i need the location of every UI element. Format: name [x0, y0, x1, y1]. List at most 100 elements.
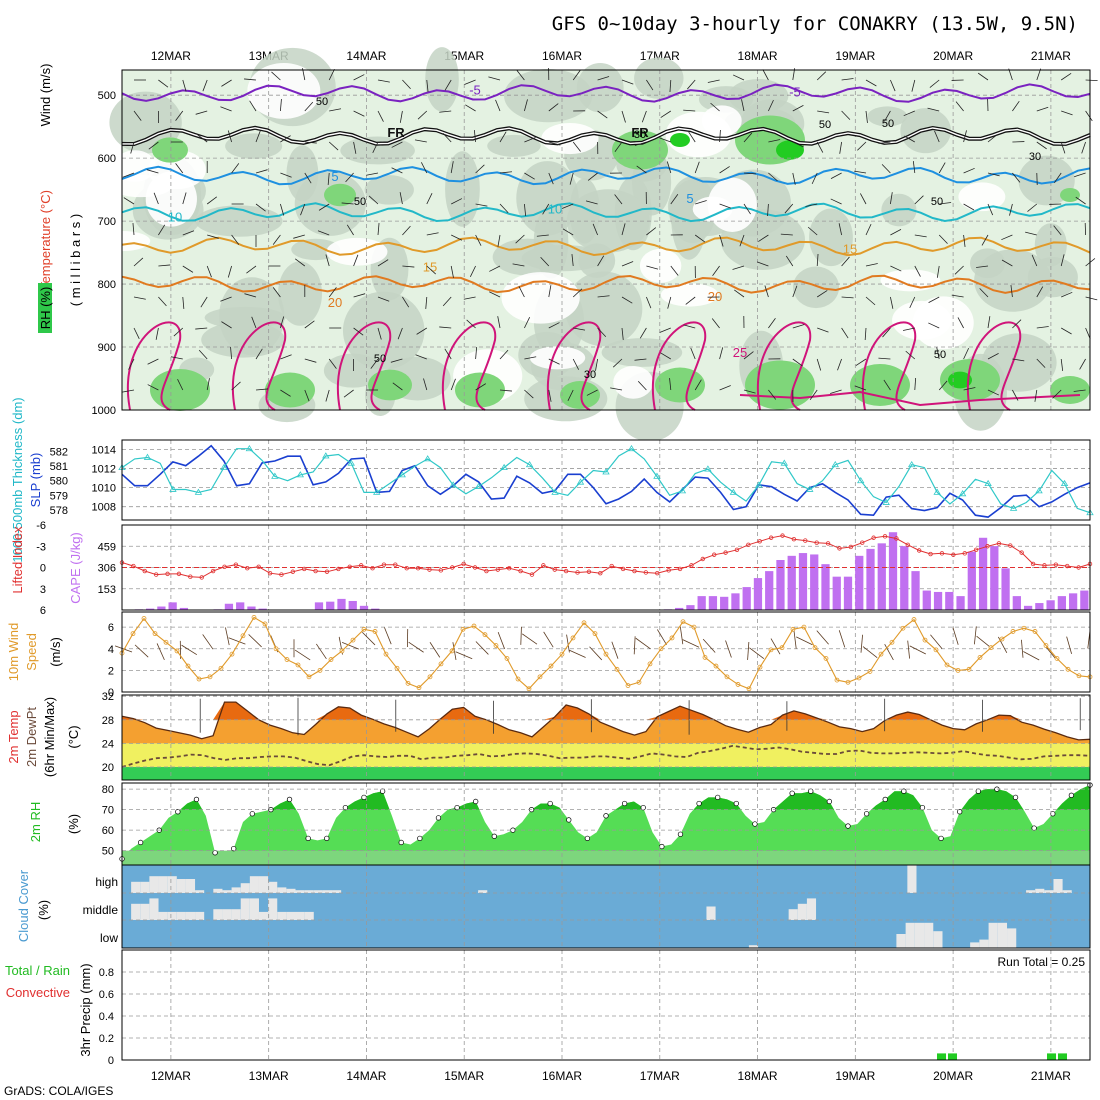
isotherm-25-loop [442, 321, 497, 411]
cape-bar [742, 587, 751, 610]
thickness-point [322, 452, 330, 459]
cape-axis-label: CAPE (J/kg) [68, 532, 83, 604]
cape-bar [1046, 600, 1055, 610]
wind-barb [455, 651, 473, 660]
wind-barb [425, 296, 428, 309]
wind-barb [417, 110, 428, 120]
rh-point [566, 817, 572, 823]
cloud-middle-bar [149, 898, 159, 920]
cloud-middle-bar [140, 903, 150, 920]
wind-barb [175, 110, 184, 121]
wind-barb [952, 627, 959, 645]
wind-barb [156, 643, 165, 661]
rh2m-panel: 50 60 70 80 2m RH (%) [28, 782, 1093, 866]
wind-tick-label: 6 [108, 622, 114, 634]
wind-barb [688, 131, 696, 143]
cloud-middle-bar [268, 898, 278, 920]
isotherm-label: 5 [331, 169, 338, 184]
wind-barb [987, 134, 998, 143]
cloud-high-bar [907, 865, 917, 893]
wind-barb [304, 389, 310, 402]
wind-barb [1012, 389, 1019, 401]
wind-barb [255, 203, 266, 212]
wind-barb [227, 130, 232, 143]
wind-barb [857, 141, 867, 151]
wind-barb [377, 223, 380, 236]
cloud-low-bar [896, 934, 906, 948]
wind-barb [747, 641, 750, 660]
thickness-point [525, 460, 534, 468]
wind-barb [612, 358, 623, 368]
isotherm-label: 20 [328, 295, 342, 310]
rh-point [435, 815, 442, 821]
wind-barb [670, 194, 679, 205]
wind-barb [524, 203, 527, 216]
wind-barb [749, 647, 765, 659]
wind-barb [499, 389, 512, 392]
wind-barb [878, 141, 891, 144]
cloud-high-bar [295, 890, 305, 893]
cloud-middle-bar [286, 911, 296, 920]
rh-contour-region [219, 277, 285, 356]
wind-barb [987, 172, 1000, 177]
wind-barb [133, 257, 144, 267]
wind-barb [1001, 234, 1013, 241]
wind-barb [182, 265, 194, 273]
wind-barb [597, 76, 610, 81]
isotherm-25-loop [757, 321, 812, 411]
pressure-tick-label: 700 [98, 216, 116, 228]
rh-point [826, 798, 833, 805]
li-axis-label: Lifted Index [10, 526, 25, 594]
isotherm-25-loop [232, 321, 287, 411]
rh-contour-label: 50 [931, 196, 943, 208]
wind-barb [567, 389, 574, 401]
thickness-point [907, 460, 916, 468]
wind-barb [451, 234, 463, 241]
rh-point [417, 835, 423, 841]
wind-barb [377, 296, 390, 302]
pressure-tick-label: 900 [98, 342, 116, 354]
cloud-low-bar [1007, 928, 1017, 948]
wind-barb [987, 316, 991, 329]
cape-bar [810, 554, 819, 610]
cloud-high-bar [176, 879, 186, 893]
wind-barb [881, 164, 891, 174]
wind-barb [469, 265, 476, 277]
wind-barb [912, 161, 916, 174]
wind-barb [402, 265, 415, 268]
wind-barb [248, 634, 262, 648]
isotherm-25-loop [127, 321, 182, 411]
thickness-point [627, 444, 636, 452]
wind-barb [1060, 72, 1072, 81]
rh-point [361, 794, 367, 800]
cape-bar [697, 596, 706, 610]
wind-barb [200, 296, 208, 308]
wind-barb [909, 645, 926, 655]
rh-tick-label: 60 [102, 825, 114, 837]
wind-barb [572, 141, 581, 152]
wind-barb [597, 255, 605, 267]
cloud-high-bar [240, 883, 250, 893]
wind-barb [341, 202, 354, 205]
rh-dry-region [912, 296, 974, 350]
wind-barb [318, 203, 330, 211]
wind-barb [497, 316, 501, 329]
rh-point [379, 788, 386, 794]
cloud-high-bar [322, 890, 333, 893]
wind-barb [905, 350, 916, 360]
wind-barb [694, 234, 706, 243]
wind-barb [1027, 203, 1038, 212]
precip-bar [1058, 1053, 1067, 1060]
thickness-point [500, 463, 508, 471]
cape-lifted-index-panel: 153 306 459 -6 -3 0 3 6 Lifted Index CAPE (J/kg) [10, 520, 1093, 617]
wind-barb [280, 172, 292, 178]
wind-barb [497, 234, 501, 247]
rh-saturated-region [776, 140, 804, 160]
li-tick-label: -6 [36, 520, 46, 532]
wind-barb [158, 264, 171, 267]
cape-bar [236, 602, 245, 610]
isotherm-label: -5 [789, 84, 801, 99]
wind-barb [768, 139, 781, 143]
wind-barb [830, 198, 842, 205]
cloud-axis-label: Cloud Cover [16, 869, 31, 942]
